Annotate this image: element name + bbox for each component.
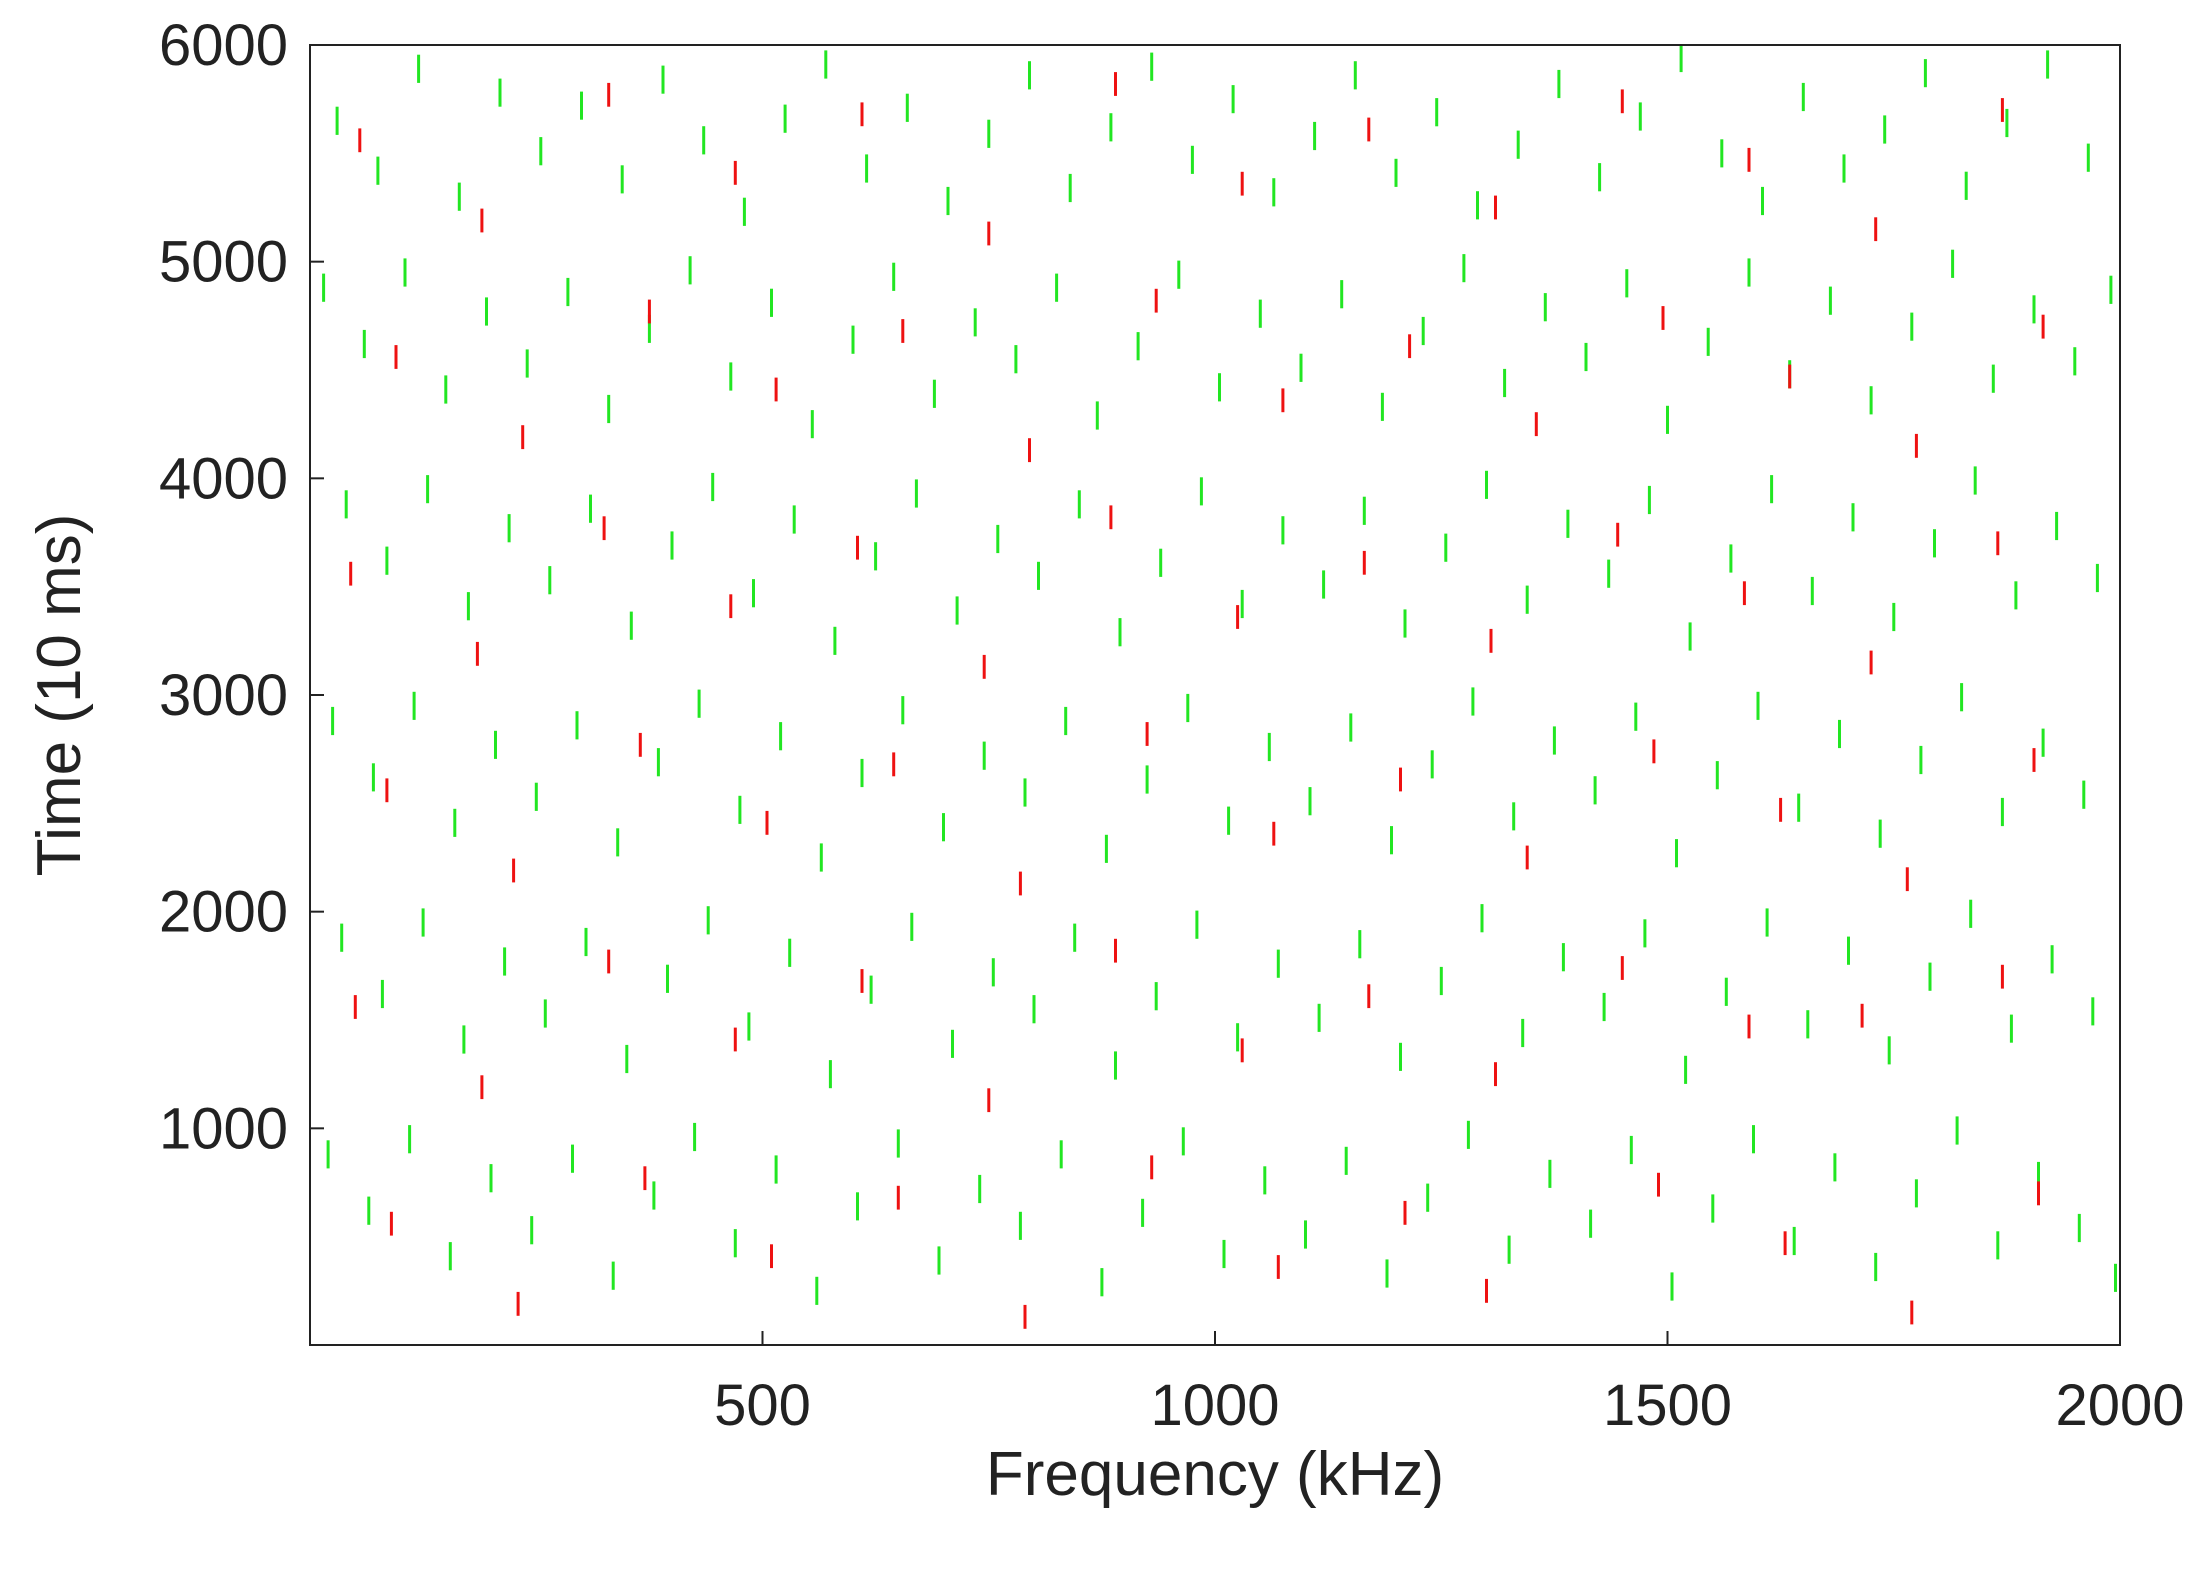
x-tick-label-0: 500 <box>714 1373 811 1438</box>
y-axis-ticks: 1000 2000 3000 4000 5000 6000 <box>159 13 324 1161</box>
y-tick-label-0: 1000 <box>159 1096 288 1161</box>
x-tick-label-2: 1500 <box>1603 1373 1732 1438</box>
y-tick-label-3: 4000 <box>159 446 288 511</box>
y-tick-label-1: 2000 <box>159 880 288 945</box>
x-axis-ticks: 500 1000 1500 2000 <box>714 1331 2185 1438</box>
x-axis-label: Frequency (kHz) <box>986 1440 1444 1509</box>
y-tick-label-5: 6000 <box>159 13 288 78</box>
plot-frame <box>309 44 2121 1346</box>
x-tick-label-3: 2000 <box>2055 1373 2184 1438</box>
y-tick-label-4: 5000 <box>159 230 288 295</box>
y-tick-label-2: 3000 <box>159 663 288 728</box>
y-axis-label: Time (10 ms) <box>25 514 94 877</box>
x-tick-label-1: 1000 <box>1150 1373 1279 1438</box>
marks-layer <box>322 45 2117 1329</box>
